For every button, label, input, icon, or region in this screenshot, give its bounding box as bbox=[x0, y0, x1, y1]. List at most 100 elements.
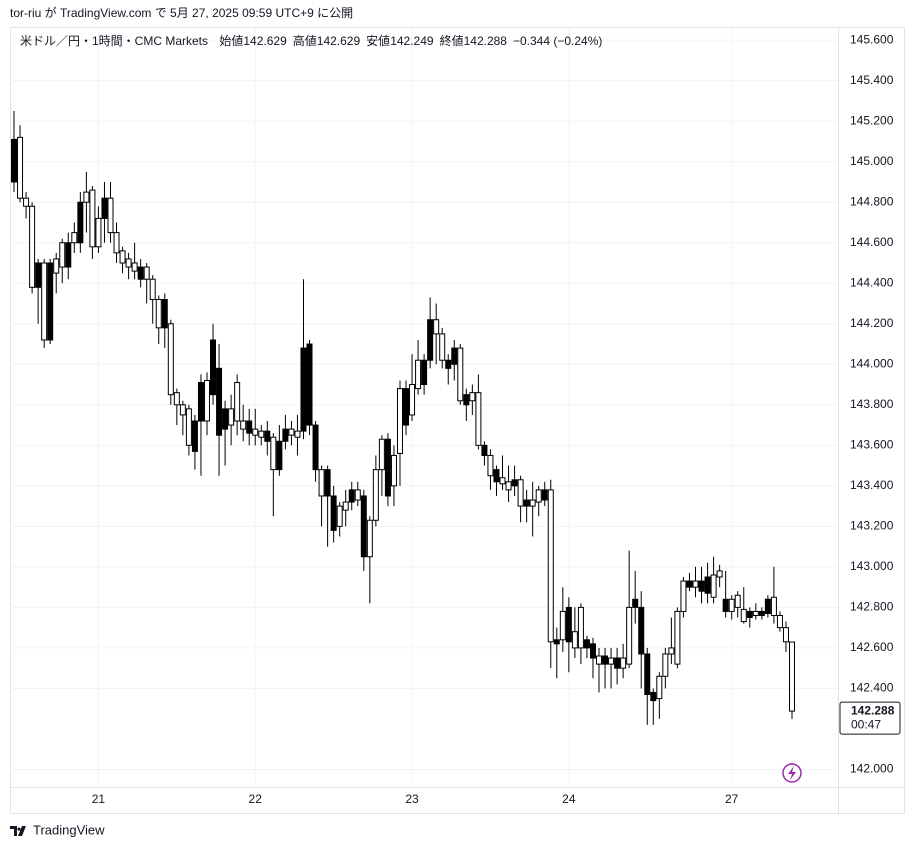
candle-body bbox=[789, 641, 795, 712]
candle-body bbox=[505, 481, 512, 491]
y-tick-label: 145.600 bbox=[850, 32, 894, 46]
candle-body bbox=[565, 606, 572, 643]
candle-body bbox=[384, 438, 391, 497]
candle-body bbox=[457, 347, 464, 402]
candle-body bbox=[553, 639, 560, 645]
y-tick-label: 143.200 bbox=[850, 519, 894, 533]
candle-body bbox=[680, 580, 687, 612]
candle-body bbox=[559, 610, 566, 641]
countdown-label: 00:47 bbox=[851, 717, 881, 731]
candle-body bbox=[179, 404, 186, 416]
candle-body bbox=[107, 197, 114, 234]
candle-body bbox=[692, 580, 699, 588]
candle-body bbox=[222, 408, 229, 430]
candle-body bbox=[65, 242, 72, 268]
candle-body bbox=[608, 657, 615, 665]
candle-body bbox=[421, 359, 428, 386]
candle-body bbox=[535, 489, 542, 503]
candle-body bbox=[336, 505, 343, 527]
legend-label: 高値 bbox=[293, 33, 317, 48]
legend-value: 142.249 bbox=[390, 34, 434, 48]
candle-body bbox=[583, 639, 590, 649]
y-tick-label: 142.600 bbox=[850, 640, 894, 654]
candle-body bbox=[674, 610, 681, 665]
candle-body bbox=[728, 598, 735, 612]
candle-body bbox=[216, 367, 223, 436]
candle-body bbox=[415, 359, 422, 390]
candle-body bbox=[378, 438, 385, 471]
candle-body bbox=[203, 379, 210, 422]
candle-body bbox=[668, 647, 675, 655]
candle-body bbox=[143, 266, 150, 280]
y-tick-label: 145.400 bbox=[850, 73, 894, 87]
candle-body bbox=[17, 136, 24, 199]
candle-body bbox=[776, 614, 783, 629]
candle-body bbox=[270, 436, 277, 471]
candle-body bbox=[83, 191, 90, 203]
alert-icon[interactable] bbox=[782, 763, 802, 783]
candle-body bbox=[282, 428, 289, 442]
candle-body bbox=[348, 489, 355, 503]
candle-body bbox=[710, 574, 717, 598]
y-tick-label: 145.000 bbox=[850, 154, 894, 168]
candle-body bbox=[342, 501, 349, 511]
candle-body bbox=[167, 323, 174, 396]
candle-body bbox=[246, 420, 253, 434]
candle-body bbox=[11, 138, 17, 183]
candle-body bbox=[288, 428, 295, 436]
candle-body bbox=[499, 477, 506, 485]
candle-body bbox=[469, 392, 476, 402]
x-tick-label: 22 bbox=[249, 792, 263, 806]
candle-body bbox=[740, 608, 747, 623]
candle-body bbox=[300, 347, 307, 432]
candle-body bbox=[650, 691, 657, 702]
candle-body bbox=[614, 657, 621, 669]
candle-body bbox=[161, 298, 168, 329]
candle-body bbox=[602, 655, 609, 665]
candle-body bbox=[306, 343, 313, 426]
candle-body bbox=[366, 519, 373, 558]
candle-body bbox=[638, 606, 645, 655]
y-tick-label: 142.000 bbox=[850, 762, 894, 776]
candle-body bbox=[330, 495, 337, 531]
candle-body bbox=[716, 570, 723, 578]
candle-body bbox=[704, 576, 711, 594]
y-tick-label: 143.600 bbox=[850, 437, 894, 451]
legend-value: 142.629 bbox=[317, 34, 361, 48]
candle-body bbox=[258, 430, 265, 438]
y-tick-label: 144.600 bbox=[850, 235, 894, 249]
candle-body bbox=[403, 388, 410, 426]
candle-body bbox=[264, 430, 271, 442]
candle-body bbox=[596, 655, 603, 665]
candle-body bbox=[29, 205, 36, 288]
candle-body bbox=[119, 250, 126, 264]
candle-body bbox=[541, 489, 548, 501]
y-tick-label: 145.200 bbox=[850, 113, 894, 127]
candle-body bbox=[59, 242, 66, 268]
candle-body bbox=[390, 454, 397, 487]
candle-body bbox=[47, 262, 54, 341]
candle-body bbox=[439, 333, 446, 361]
candle-body bbox=[517, 479, 524, 507]
candle-body bbox=[324, 469, 331, 497]
legend-label: 始値 bbox=[219, 33, 243, 48]
candle-body bbox=[101, 197, 108, 219]
last-price-label: 142.288 bbox=[851, 703, 895, 717]
candle-body bbox=[547, 489, 554, 643]
y-tick-label: 143.000 bbox=[850, 559, 894, 573]
candle-body bbox=[95, 217, 102, 248]
footer-logo bbox=[10, 826, 26, 836]
candle-body bbox=[252, 428, 259, 436]
candle-body bbox=[427, 319, 434, 361]
candle-body bbox=[173, 392, 180, 406]
x-tick-label: 23 bbox=[405, 792, 419, 806]
candle-body bbox=[782, 627, 789, 643]
candle-body bbox=[276, 440, 283, 471]
y-tick-label: 144.400 bbox=[850, 275, 894, 289]
candle-body bbox=[770, 596, 777, 616]
candle-body bbox=[644, 653, 651, 696]
candle-body bbox=[451, 347, 458, 365]
candle-body bbox=[409, 384, 416, 416]
